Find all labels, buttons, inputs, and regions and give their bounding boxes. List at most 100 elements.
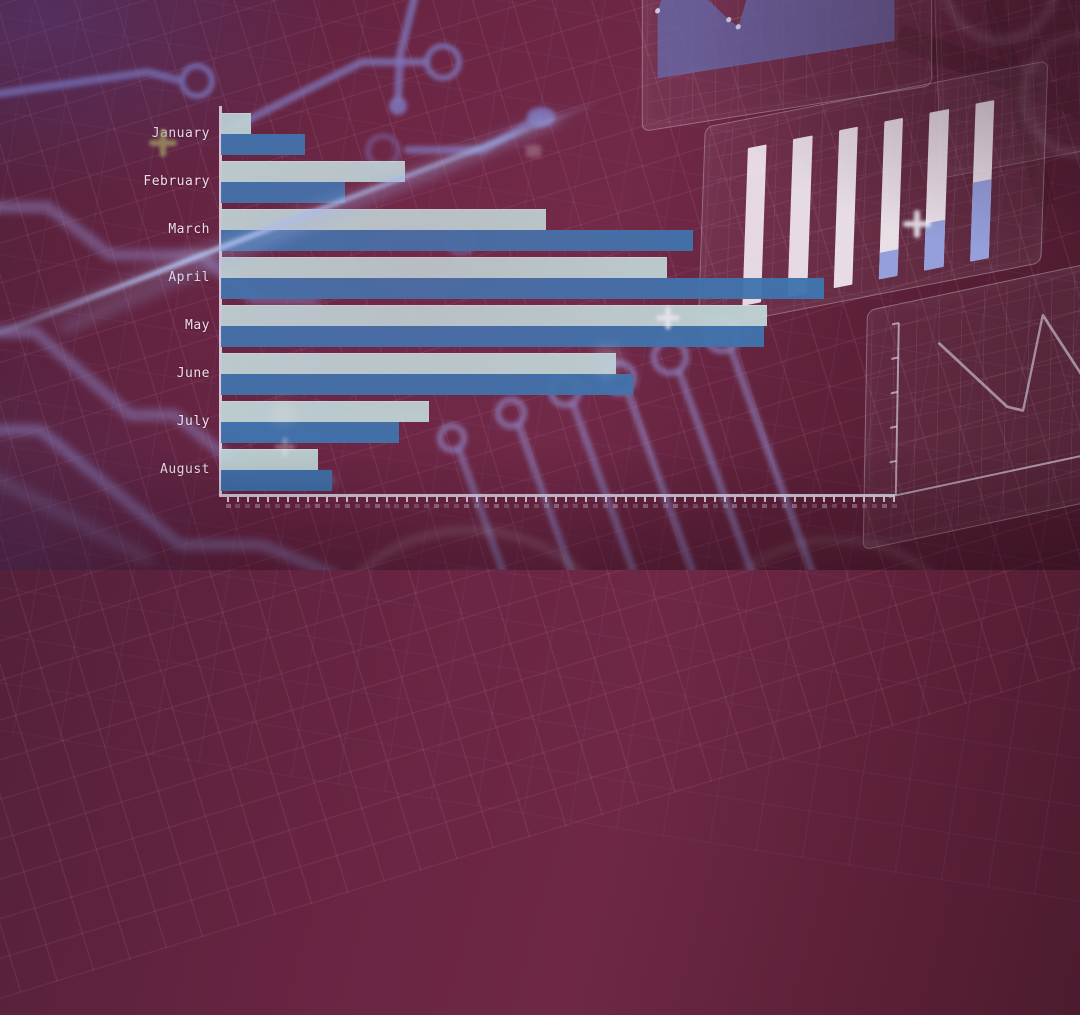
x-tick — [246, 497, 249, 502]
x-tick — [445, 497, 448, 502]
x-tick — [873, 497, 876, 502]
x-tick-microlabel — [543, 504, 549, 508]
x-tick-microlabel — [603, 504, 609, 508]
x-tick-microlabel — [255, 504, 261, 508]
x-tick-microlabel — [802, 504, 808, 508]
x-tick — [733, 497, 736, 502]
x-tick — [336, 497, 339, 502]
x-tick-microlabel — [235, 504, 241, 508]
x-tick-microlabel — [811, 504, 817, 508]
x-tick-microlabel — [314, 504, 320, 508]
x-tick — [515, 497, 518, 502]
x-tick-microlabel — [414, 504, 420, 508]
x-tick-microlabel — [742, 504, 748, 508]
x-tick-microlabel — [344, 504, 350, 508]
bar-march-series-pale-blue — [221, 209, 546, 230]
x-tick-microlabel — [652, 504, 658, 508]
x-tick — [356, 497, 359, 502]
x-tick — [236, 497, 239, 502]
x-tick-microlabel — [772, 504, 778, 508]
x-tick — [435, 497, 438, 502]
bar-january-series-steel-blue — [221, 134, 305, 155]
x-tick — [555, 497, 558, 502]
x-tick — [505, 497, 508, 502]
x-tick-microlabel — [583, 504, 589, 508]
x-tick — [485, 497, 488, 502]
x-tick — [833, 497, 836, 502]
x-tick-microlabel — [782, 504, 788, 508]
x-tick — [564, 497, 567, 502]
x-tick-microlabel — [662, 504, 668, 508]
x-tick — [793, 497, 796, 502]
x-tick-microlabel — [493, 504, 499, 508]
x-tick — [266, 497, 269, 502]
x-tick — [395, 497, 398, 502]
x-tick-microlabel — [483, 504, 489, 508]
x-tick — [654, 497, 657, 502]
x-tick — [753, 497, 756, 502]
bar-july-series-pale-blue — [221, 401, 429, 422]
x-tick-microlabel — [792, 504, 798, 508]
x-tick — [584, 497, 587, 502]
x-tick — [594, 497, 597, 502]
x-tick — [386, 497, 389, 502]
x-tick — [644, 497, 647, 502]
bar-april-series-steel-blue — [221, 278, 824, 299]
x-tick — [376, 497, 379, 502]
monthly-bar-chart: January February March April May June July Augu… — [143, 106, 897, 508]
x-tick-microlabel — [474, 504, 479, 508]
x-tick — [893, 497, 895, 502]
x-tick-microlabel — [523, 504, 529, 508]
x-tick — [306, 497, 309, 502]
x-tick — [475, 497, 478, 502]
x-tick-microlabel — [245, 504, 251, 508]
x-tick — [545, 497, 548, 502]
x-tick — [465, 497, 468, 502]
x-tick-microlabel — [354, 504, 360, 508]
x-tick-microlabel — [424, 504, 430, 508]
x-tick-microlabel — [692, 504, 698, 508]
x-tick — [704, 497, 707, 502]
x-tick-microlabel — [305, 504, 311, 508]
category-label: February — [143, 174, 210, 189]
x-tick-microlabel — [384, 504, 390, 508]
x-tick-microlabel — [454, 504, 460, 508]
x-tick-microlabel — [573, 504, 579, 508]
x-tick-microlabel — [891, 504, 897, 508]
x-tick-microlabel — [831, 504, 837, 508]
x-tick — [843, 497, 846, 502]
x-tick — [714, 497, 717, 502]
category-label: January — [151, 126, 210, 141]
bar-january-series-pale-blue — [221, 113, 251, 134]
x-tick-microlabel — [434, 504, 440, 508]
bar-may-series-pale-blue — [221, 305, 767, 326]
x-tick-microlabel — [374, 504, 380, 508]
category-label: June — [176, 366, 210, 381]
x-tick — [724, 497, 726, 502]
category-label: March — [168, 222, 210, 237]
x-tick-microlabel — [851, 504, 857, 508]
x-tick-microlabel — [334, 504, 340, 508]
x-tick — [525, 497, 528, 502]
x-tick-microlabel — [613, 504, 619, 508]
x-tick-microlabel — [444, 504, 450, 508]
x-tick — [614, 497, 617, 502]
x-tick — [405, 497, 408, 502]
x-tick — [455, 497, 458, 502]
bar-august-series-pale-blue — [221, 449, 318, 470]
x-tick — [296, 497, 299, 502]
x-tick-microlabel — [871, 504, 877, 508]
x-tick — [853, 497, 856, 502]
x-tick — [227, 497, 229, 502]
x-tick — [684, 497, 687, 502]
x-tick-microlabel — [275, 504, 281, 508]
bar-february-series-pale-blue — [221, 161, 405, 182]
x-tick-microlabel — [285, 504, 291, 508]
x-tick-microlabel — [633, 504, 639, 508]
x-tick-microlabel — [762, 504, 768, 508]
x-tick-microlabel — [722, 504, 728, 508]
x-tick-microlabel — [464, 504, 470, 508]
x-tick — [664, 497, 667, 502]
x-tick — [316, 497, 319, 502]
category-label: April — [168, 270, 210, 285]
